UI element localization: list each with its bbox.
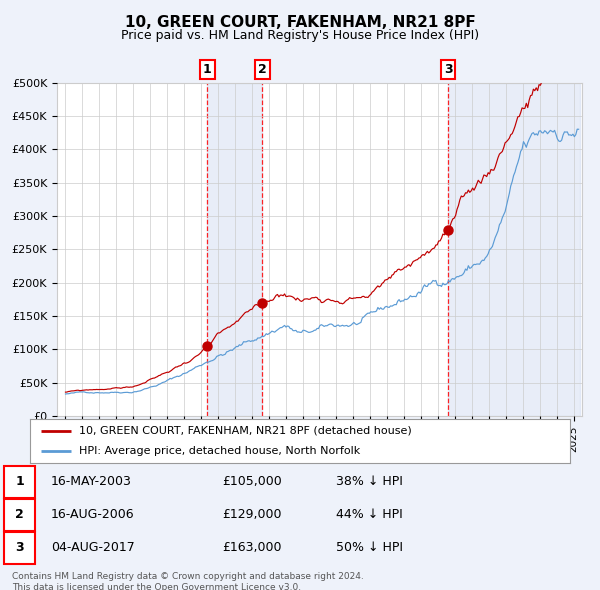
Text: Contains HM Land Registry data © Crown copyright and database right 2024.: Contains HM Land Registry data © Crown c… [12, 572, 364, 581]
Text: This data is licensed under the Open Government Licence v3.0.: This data is licensed under the Open Gov… [12, 583, 301, 590]
Text: 50% ↓ HPI: 50% ↓ HPI [336, 541, 403, 555]
Text: 1: 1 [16, 475, 24, 489]
Text: HPI: Average price, detached house, North Norfolk: HPI: Average price, detached house, Nort… [79, 446, 360, 456]
Bar [207, 83, 262, 416]
Text: 04-AUG-2017: 04-AUG-2017 [51, 541, 135, 555]
FancyBboxPatch shape [4, 499, 35, 531]
Text: Price paid vs. HM Land Registry's House Price Index (HPI): Price paid vs. HM Land Registry's House … [121, 30, 479, 42]
Text: 10, GREEN COURT, FAKENHAM, NR21 8PF (detached house): 10, GREEN COURT, FAKENHAM, NR21 8PF (det… [79, 426, 412, 436]
Text: £163,000: £163,000 [222, 541, 281, 555]
Text: 10, GREEN COURT, FAKENHAM, NR21 8PF: 10, GREEN COURT, FAKENHAM, NR21 8PF [125, 15, 475, 30]
Text: £129,000: £129,000 [222, 508, 281, 522]
Text: 3: 3 [16, 541, 24, 555]
Text: £105,000: £105,000 [222, 475, 282, 489]
Text: 3: 3 [444, 63, 452, 76]
Text: 16-AUG-2006: 16-AUG-2006 [51, 508, 134, 522]
Text: 38% ↓ HPI: 38% ↓ HPI [336, 475, 403, 489]
Text: 16-MAY-2003: 16-MAY-2003 [51, 475, 132, 489]
FancyBboxPatch shape [4, 466, 35, 498]
Text: 2: 2 [258, 63, 266, 76]
Text: 1: 1 [203, 63, 212, 76]
FancyBboxPatch shape [4, 532, 35, 564]
Text: 2: 2 [16, 508, 24, 522]
Bar [448, 83, 580, 416]
Text: 44% ↓ HPI: 44% ↓ HPI [336, 508, 403, 522]
